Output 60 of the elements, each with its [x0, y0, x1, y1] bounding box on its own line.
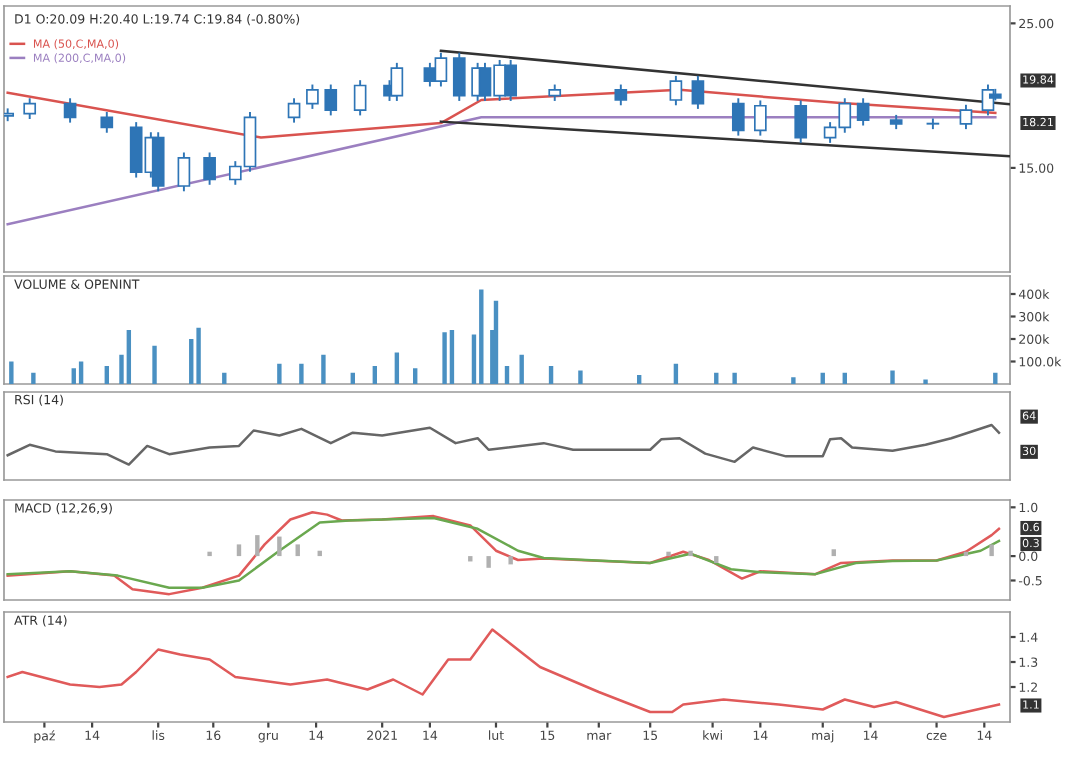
- bar: [321, 354, 326, 384]
- bar: [277, 363, 282, 384]
- bar: [519, 354, 524, 384]
- bar: [31, 372, 36, 384]
- candlestick: [390, 62, 404, 101]
- bar: [666, 551, 671, 557]
- candlestick: [306, 84, 319, 109]
- candlestick: [959, 104, 973, 130]
- bar: [236, 544, 242, 557]
- bar: [791, 377, 796, 384]
- bar: [993, 372, 998, 384]
- candlestick: [100, 112, 114, 133]
- bar: [989, 544, 994, 557]
- candlestick: [691, 75, 705, 109]
- bar: [299, 363, 304, 384]
- candlestick: [753, 100, 767, 136]
- bar: [504, 366, 510, 384]
- candlestick: [669, 75, 683, 106]
- candlestick: [794, 100, 808, 143]
- candlestick: [856, 98, 870, 126]
- bar: [442, 332, 447, 384]
- bar: [493, 300, 499, 384]
- candlestick: [203, 152, 216, 185]
- candlestick: [63, 98, 77, 123]
- bar: [673, 363, 679, 384]
- candlestick: [926, 118, 940, 130]
- bar: [578, 370, 583, 384]
- bar: [78, 361, 84, 384]
- candlestick: [177, 152, 191, 192]
- candlestick: [324, 84, 338, 116]
- bar: [196, 327, 201, 384]
- candlestick: [23, 98, 37, 120]
- bar: [479, 289, 484, 384]
- bar: [295, 544, 300, 557]
- bar: [126, 330, 132, 384]
- bar: [714, 556, 719, 563]
- candlestick: [353, 80, 367, 116]
- candlestick: [731, 98, 745, 136]
- bar: [372, 366, 378, 384]
- bar: [255, 535, 260, 557]
- bar: [71, 368, 76, 384]
- bar: [152, 345, 157, 384]
- bar: [548, 366, 554, 384]
- candlestick: [452, 52, 466, 101]
- bar: [104, 366, 110, 384]
- bar: [277, 536, 282, 557]
- bar: [890, 370, 895, 384]
- candlestick: [287, 98, 301, 123]
- bar: [486, 556, 491, 568]
- bar: [688, 550, 693, 557]
- bar: [508, 556, 513, 565]
- bar: [732, 372, 737, 384]
- bar: [9, 361, 14, 384]
- bar: [831, 549, 836, 557]
- candlestick: [614, 84, 628, 106]
- bar: [449, 330, 455, 384]
- bar: [636, 375, 642, 384]
- bar: [413, 368, 418, 384]
- line-series: [6, 628, 1001, 719]
- bar: [207, 551, 212, 557]
